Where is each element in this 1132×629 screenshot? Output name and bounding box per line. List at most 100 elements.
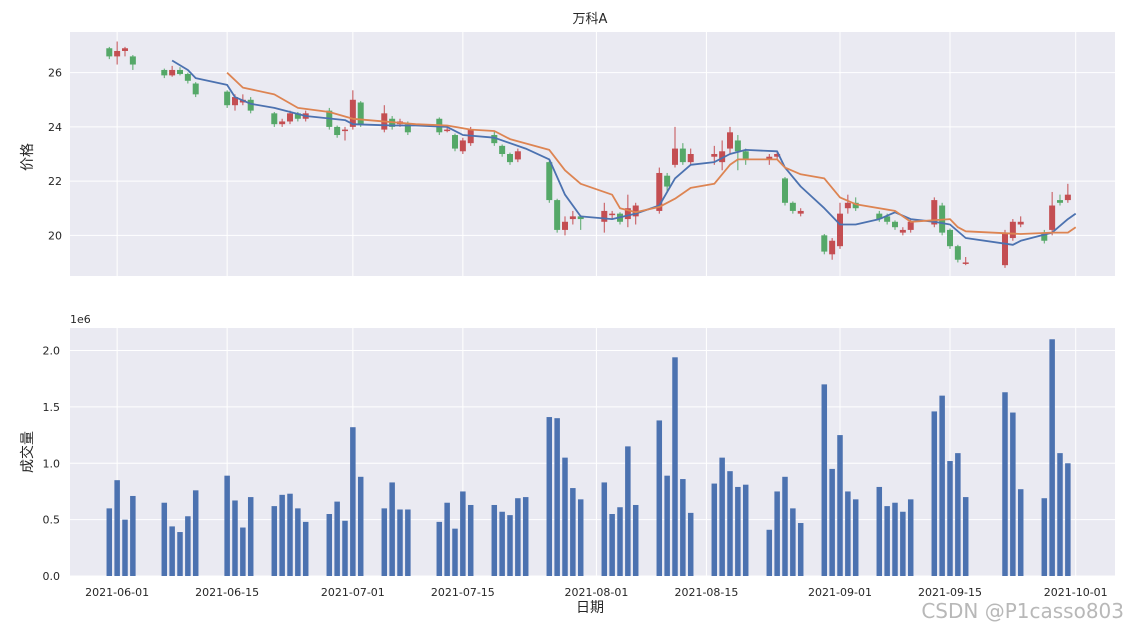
volume-bar: [247, 497, 254, 576]
candle-body: [1041, 232, 1048, 241]
date-tick-label: 2021-06-01: [85, 586, 149, 599]
volume-bar: [1041, 498, 1048, 576]
volume-bar: [326, 514, 333, 576]
volume-bar: [947, 461, 953, 576]
candle-body: [954, 246, 961, 260]
volume-bar: [625, 446, 631, 576]
candle-body: [169, 69, 176, 76]
volume-bar: [192, 490, 199, 576]
candle-body: [114, 50, 121, 57]
volume-bar: [302, 521, 309, 576]
volume-bar: [507, 515, 513, 576]
volume-bar: [232, 500, 238, 576]
price-panel: 20 22 24 26: [48, 32, 1115, 276]
volume-bar: [444, 502, 450, 576]
volume-bar: [609, 514, 615, 576]
candle-body: [727, 132, 733, 149]
price-tick-label: 22: [48, 175, 62, 188]
candle-body: [232, 97, 238, 106]
volume-tick-label: 1.5: [43, 401, 61, 414]
volume-bar: [766, 529, 773, 576]
candle-body: [546, 162, 553, 201]
candle-body: [876, 213, 883, 220]
volume-bar: [687, 512, 694, 576]
volume-bar: [350, 427, 356, 576]
candle-body: [907, 221, 914, 230]
volume-bar: [719, 457, 725, 576]
volume-bar: [727, 471, 733, 576]
volume-bar: [829, 468, 835, 576]
candle-body: [734, 140, 741, 152]
candle-body: [271, 113, 278, 125]
volume-bar: [900, 511, 906, 576]
candle-body: [829, 240, 836, 255]
date-tick-label: 2021-07-01: [321, 586, 385, 599]
candle-body: [899, 229, 906, 233]
candle-body: [184, 74, 191, 81]
volume-bar: [632, 504, 639, 576]
volume-bar: [892, 502, 898, 576]
volume-bar: [1017, 489, 1024, 576]
volume-bar: [664, 475, 670, 576]
volume-bar: [680, 479, 686, 576]
date-tick-label: 2021-09-01: [808, 586, 872, 599]
candle-body: [624, 208, 631, 220]
volume-bar: [161, 502, 168, 576]
candle-body: [766, 156, 773, 160]
watermark: CSDN @P1casso803: [921, 599, 1124, 623]
volume-tick-label: 0.5: [43, 514, 61, 527]
price-tick-label: 24: [48, 121, 62, 134]
candle-body: [719, 151, 726, 163]
candle-body: [342, 129, 348, 132]
candle-body: [349, 99, 356, 127]
candle-body: [287, 113, 293, 122]
volume-bar: [287, 493, 293, 576]
volume-bar: [931, 411, 938, 576]
candle-body: [742, 151, 749, 160]
candle-body: [444, 129, 451, 132]
candle-body: [452, 135, 458, 149]
volume-bar: [460, 491, 466, 576]
volume-bar: [711, 483, 718, 576]
volume-bar: [601, 482, 608, 576]
volume-bar: [1057, 453, 1063, 576]
volume-bar: [774, 491, 780, 576]
candle-body: [192, 83, 199, 95]
candle-body: [1057, 200, 1063, 203]
candle-body: [334, 126, 341, 136]
volume-bar: [852, 499, 859, 576]
volume-bar: [672, 357, 678, 576]
volume-bar: [295, 508, 301, 576]
candle-body: [161, 69, 168, 76]
candle-body: [947, 229, 953, 247]
candle-body: [852, 202, 859, 209]
price-axis-label: 价格: [20, 143, 36, 171]
date-tick-label: 2021-06-15: [195, 586, 259, 599]
volume-bar: [122, 519, 128, 576]
volume-bar: [1002, 392, 1008, 576]
candle-body: [632, 205, 639, 217]
volume-bar: [884, 506, 890, 576]
candle-body: [177, 69, 183, 75]
volume-bar: [357, 476, 364, 576]
candle-body: [687, 154, 694, 163]
volume-bar: [570, 488, 576, 576]
candle-body: [562, 221, 568, 230]
volume-bar: [389, 482, 395, 576]
candle-body: [554, 200, 561, 230]
volume-bar: [955, 453, 961, 576]
volume-tick-label: 0.0: [43, 570, 61, 583]
candle-body: [601, 210, 608, 222]
volume-bar: [554, 418, 560, 576]
candle-body: [664, 175, 671, 187]
volume-bar: [562, 457, 568, 576]
volume-bar: [515, 498, 521, 576]
candle-body: [577, 216, 584, 220]
date-tick-label: 2021-08-15: [674, 586, 738, 599]
volume-bar: [1065, 463, 1071, 576]
volume-bar: [797, 523, 804, 576]
candle-body: [797, 210, 804, 214]
candle-body: [106, 48, 113, 57]
volume-bar: [467, 504, 474, 576]
volume-bar: [177, 532, 183, 576]
